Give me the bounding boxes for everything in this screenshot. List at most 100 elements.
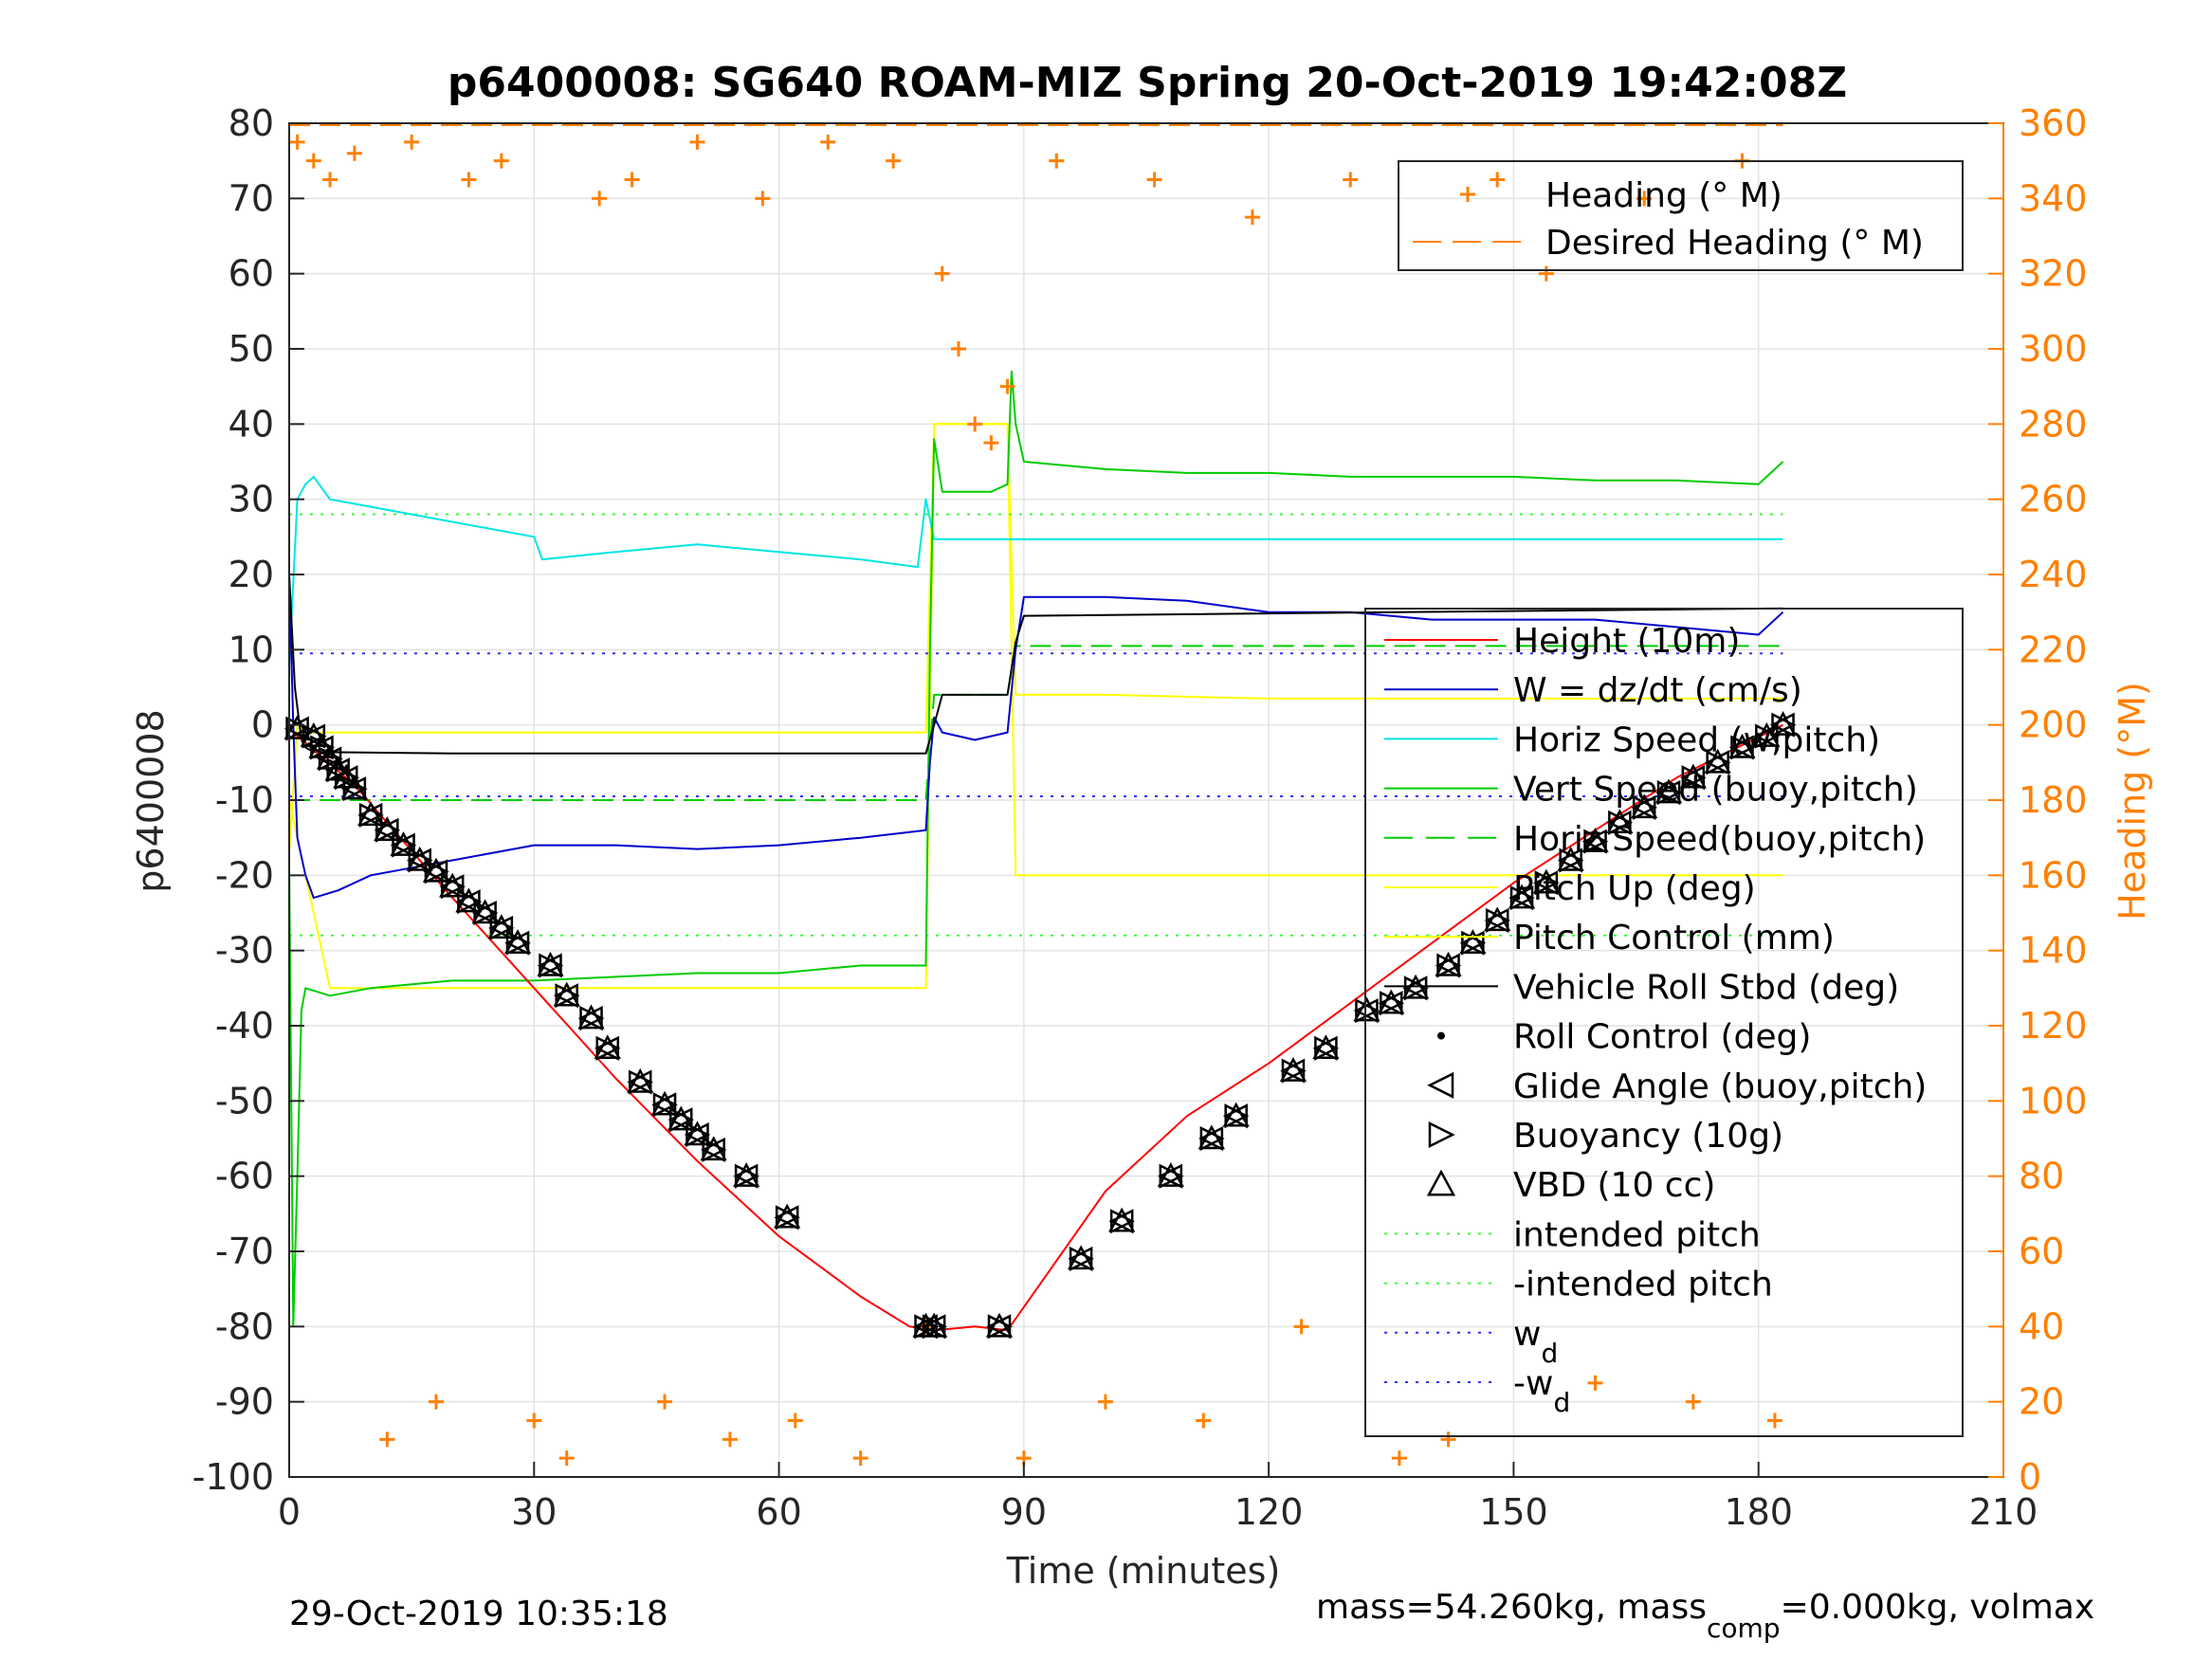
buoyancy-marker <box>1069 1246 1094 1271</box>
legend-item-label: Pitch Control (mm) <box>1513 919 1835 957</box>
legend-item-label: W = dz/dt (cm/s) <box>1513 671 1802 710</box>
legend-item-label: -intended pitch <box>1513 1266 1773 1304</box>
glide-marker <box>1157 1162 1184 1189</box>
glide-marker <box>455 887 483 915</box>
glide-marker <box>553 981 580 1009</box>
heading-point <box>755 191 771 207</box>
y-right-tick-label: 40 <box>2019 1305 2064 1347</box>
axis-ticks: 0 30 60 90 120 150 180 210-100-90-80-70-60-50-4… <box>192 102 2088 1533</box>
y-right-tick-label: 60 <box>2019 1231 2064 1272</box>
buoyancy-marker <box>1559 848 1584 873</box>
legend-item-dot <box>1437 1031 1445 1040</box>
vbd-marker <box>985 1312 1014 1338</box>
glide-marker <box>1197 1124 1225 1152</box>
buoyancy-marker <box>1224 1103 1250 1129</box>
y-right-tick-label: 80 <box>2019 1156 2064 1197</box>
legend-item-label-main: -w <box>1513 1364 1553 1403</box>
y-tick-label: -80 <box>215 1305 274 1347</box>
heading-point <box>1636 191 1653 207</box>
vbd-marker <box>487 914 515 939</box>
buoyancy-marker <box>922 1314 947 1340</box>
y-right-tick-label: 160 <box>2019 854 2088 896</box>
glide-marker <box>1435 951 1462 978</box>
glide-marker <box>406 846 433 873</box>
glide-marker <box>503 929 532 956</box>
legend-heading: Heading (° M) Desired Heading (° M) <box>1398 160 1964 271</box>
heading-point <box>404 134 420 150</box>
vbd-marker <box>455 887 483 913</box>
legend-item-marker <box>1426 1169 1456 1196</box>
buoyancy-marker <box>1403 975 1429 1001</box>
y-right-tick-label: 300 <box>2019 328 2088 370</box>
vbd-marker <box>471 899 499 924</box>
buoyancy-marker <box>1730 735 1756 760</box>
vbd-marker <box>700 1136 727 1161</box>
y-tick-label: -30 <box>215 930 274 972</box>
heading-point <box>1049 153 1065 169</box>
series-horiz-speed-w-pitch <box>288 475 1783 665</box>
y-axis-label: p6400008 <box>130 709 172 892</box>
heading-point <box>1587 1375 1603 1391</box>
buoyancy-marker <box>1314 1035 1340 1061</box>
glide-marker <box>1769 711 1797 738</box>
buoyancy-marker <box>342 776 368 802</box>
glide-marker <box>1484 906 1511 933</box>
vbd-marker <box>1581 828 1609 852</box>
vbd-marker <box>1378 989 1405 1014</box>
vbd-marker <box>390 830 417 856</box>
buoyancy-marker <box>1755 723 1781 749</box>
y-right-tick-label: 20 <box>2019 1381 2064 1423</box>
buoyancy-marker <box>1380 991 1405 1016</box>
legend-item-label: Vehicle Roll Stbd (deg) <box>1513 968 1899 1007</box>
vbd-marker <box>439 872 466 898</box>
vbd-marker <box>1484 906 1511 932</box>
legend-item-label-main: w <box>1513 1315 1541 1354</box>
heading-point <box>886 153 902 169</box>
vbd-marker <box>406 846 433 871</box>
glide-marker <box>439 872 466 900</box>
heading-point <box>1440 1431 1456 1448</box>
glide-marker <box>1353 996 1380 1024</box>
y-tick-label: 50 <box>229 328 274 370</box>
y-right-tick-label: 360 <box>2019 102 2088 144</box>
vbd-marker <box>667 1105 695 1131</box>
buoyancy-marker <box>595 1035 621 1061</box>
y-right-tick-label: 200 <box>2019 704 2088 746</box>
series-vert-speed-buoy-pitch <box>288 370 1784 1328</box>
heading-point <box>1490 172 1506 188</box>
glide-marker <box>1508 884 1536 911</box>
legend-item-label: VBD (10 cc) <box>1513 1166 1715 1205</box>
glide-marker <box>487 914 515 940</box>
buoyancy-marker <box>987 1314 1013 1340</box>
x-tick-label: 210 <box>1969 1491 2038 1533</box>
buoyancy-marker <box>1461 930 1487 956</box>
y-tick-label: 20 <box>229 554 274 595</box>
glide-marker <box>1581 828 1609 854</box>
heading-point <box>305 153 321 169</box>
vbd-marker <box>422 857 450 883</box>
legend-item-label: Height (10m) <box>1513 622 1740 661</box>
buoyancy-marker <box>358 802 384 828</box>
buoyancy-marker <box>1771 712 1797 738</box>
heading-point <box>1244 210 1260 226</box>
heading-point <box>983 435 999 451</box>
y-right-tick-label: 340 <box>2019 177 2088 219</box>
heading-point <box>461 172 477 188</box>
heading-point <box>1196 1413 1212 1429</box>
glide-marker <box>356 801 385 828</box>
glide-marker <box>1279 1056 1307 1084</box>
chart-title: p6400008: SG640 ROAM-MIZ Spring 20-Oct-2… <box>448 59 1847 107</box>
vbd-marker <box>1557 846 1584 871</box>
buoyancy-marker <box>1436 953 1462 978</box>
vbd-marker <box>1769 711 1797 736</box>
heading-point <box>592 191 608 207</box>
buoyancy-marker <box>1159 1163 1184 1189</box>
glide-marker <box>733 1162 760 1189</box>
glide-marker <box>594 1034 621 1061</box>
mass-annotation: mass=54.260kg, masscomp=0.000kg, volmax <box>1316 1588 2094 1644</box>
heading-point <box>428 1394 444 1410</box>
y-right-tick-label: 320 <box>2019 253 2088 295</box>
heading-point <box>1685 1394 1701 1410</box>
vbd-marker <box>921 1312 948 1338</box>
series-height-10m <box>288 723 1783 1332</box>
